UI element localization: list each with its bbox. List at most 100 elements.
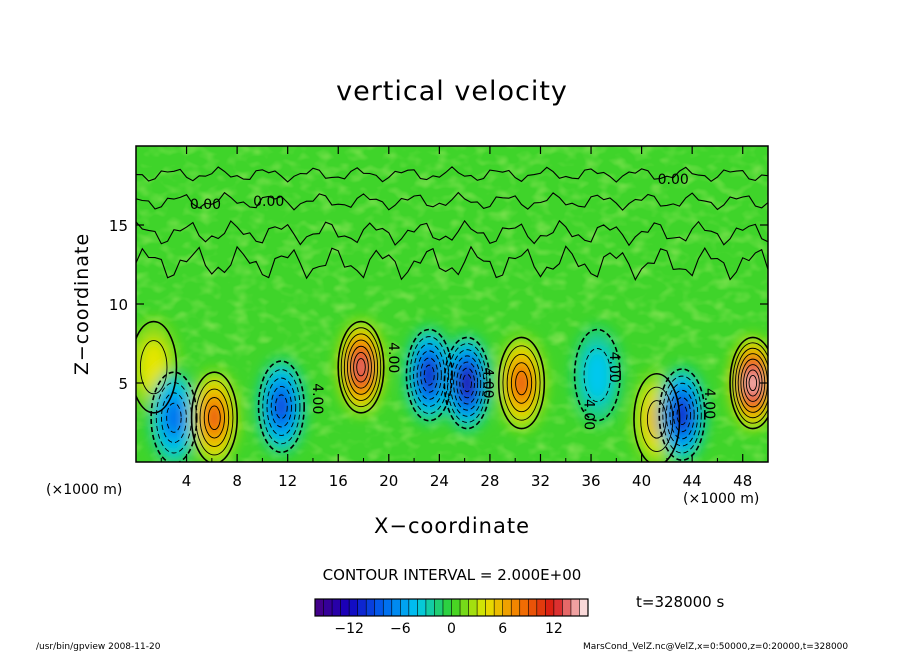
y-tick-label: 15 (109, 217, 128, 235)
contour-line (583, 348, 612, 403)
colorbar-tick-label: −12 (334, 621, 364, 637)
contour-line (735, 347, 768, 419)
contour-line (673, 397, 692, 433)
contour-line (502, 345, 541, 421)
contour-line (136, 320, 178, 414)
colorbar-swatch (417, 599, 427, 616)
colorbar-tick-label: 6 (498, 621, 507, 637)
x-tick-label: 28 (480, 472, 499, 490)
contour-line (166, 402, 182, 433)
contour-line (405, 328, 453, 422)
contour-line (515, 370, 528, 396)
colorbar-swatch (425, 599, 435, 616)
contour-line (413, 343, 446, 407)
colorbar-swatch (434, 599, 444, 616)
contour-label: 0.00 (190, 197, 221, 213)
footer-source: MarsCond_VelZ.nc@VelZ,x=0:50000,z=0:2000… (583, 642, 849, 652)
colorbar-tick-label: −6 (390, 621, 411, 637)
colorbar-swatch (519, 599, 529, 616)
contour-label: 4.00 (480, 367, 496, 398)
colorbar-swatch (460, 599, 470, 616)
contour-line (662, 375, 702, 454)
colorbar-swatch (315, 599, 325, 616)
y-tick-label: 10 (109, 296, 128, 314)
contour-interval: CONTOUR INTERVAL = 2.000E+00 (322, 566, 582, 584)
colorbar-swatch (349, 599, 359, 616)
x-tick-label: 36 (581, 472, 600, 490)
x-tick-label: 24 (430, 472, 449, 490)
x-axis-label: X−coordinate (374, 514, 530, 538)
contour-line (456, 361, 479, 405)
x-tick-label: 48 (733, 472, 752, 490)
velocity-cell (356, 358, 366, 377)
contour-line (646, 400, 667, 439)
colorbar-swatch (383, 599, 393, 616)
x-unit-left: (×1000 m) (46, 482, 123, 498)
colorbar-swatch (502, 599, 512, 616)
colorbar-swatch (442, 599, 452, 616)
contour-line (257, 360, 305, 454)
colorbar-swatch (511, 599, 521, 616)
time-label: t=328000 s (636, 593, 725, 611)
colorbar-swatch (579, 599, 589, 616)
contour-line (748, 374, 758, 392)
contour-line (497, 336, 546, 430)
contour-line (346, 339, 375, 395)
x-tick-label: 44 (683, 472, 702, 490)
colorbar-swatch (357, 599, 367, 616)
colorbar-swatch (477, 599, 487, 616)
colorbar-swatch (545, 599, 555, 616)
y-axis-label: Z−coordinate (71, 232, 93, 376)
contour-line (356, 358, 366, 377)
contour-line (633, 372, 681, 462)
x-tick-label: 40 (632, 472, 651, 490)
footer-program: /usr/bin/gpview 2008-11-20 (36, 642, 161, 652)
y-tick-label: 5 (118, 375, 128, 393)
contour-line (506, 353, 537, 413)
contour-line (732, 342, 768, 424)
contour-label: 0.00 (658, 172, 689, 188)
contour-line (190, 371, 238, 462)
colorbar-swatch (451, 599, 461, 616)
velocity-cell (423, 364, 435, 386)
velocity-cell (583, 347, 612, 404)
colorbar-swatch (332, 599, 342, 616)
contour-line (340, 327, 382, 408)
colorbar-swatch (553, 599, 563, 616)
colorbar-swatch (528, 599, 538, 616)
contour-line (353, 351, 369, 383)
contour-line (420, 357, 439, 393)
contour-line (423, 364, 435, 386)
zero-contour (136, 166, 768, 183)
colorbar-swatch (536, 599, 546, 616)
colorbar-swatch (494, 599, 504, 616)
contour-line (203, 397, 225, 439)
contour-line (573, 328, 621, 422)
contour-line (510, 362, 533, 404)
contour-line (199, 388, 230, 447)
x-tick-label: 12 (278, 472, 297, 490)
colorbar-swatch (323, 599, 333, 616)
contour-label: 4.00 (385, 342, 401, 373)
contour-line (350, 345, 372, 389)
velocity-cell (748, 375, 757, 391)
colorbar-swatch (374, 599, 384, 616)
velocity-cell (462, 373, 472, 393)
contour-label: 4.00 (701, 388, 717, 419)
colorbar-swatch (468, 599, 478, 616)
colorbar-tick-label: 0 (447, 621, 456, 637)
contour-line (459, 367, 476, 399)
x-tick-label: 4 (182, 472, 192, 490)
contour-line (658, 368, 706, 461)
contour-line (453, 355, 482, 411)
chart-title: vertical velocity (336, 76, 568, 107)
contour-line (270, 385, 292, 428)
x-tick-label: 32 (531, 472, 550, 490)
colorbar-swatch (570, 599, 580, 616)
contour-line (150, 371, 198, 462)
contour-line (161, 392, 187, 444)
velocity-cell (515, 370, 528, 396)
contour-line (462, 373, 472, 393)
colorbar-swatch (408, 599, 418, 616)
